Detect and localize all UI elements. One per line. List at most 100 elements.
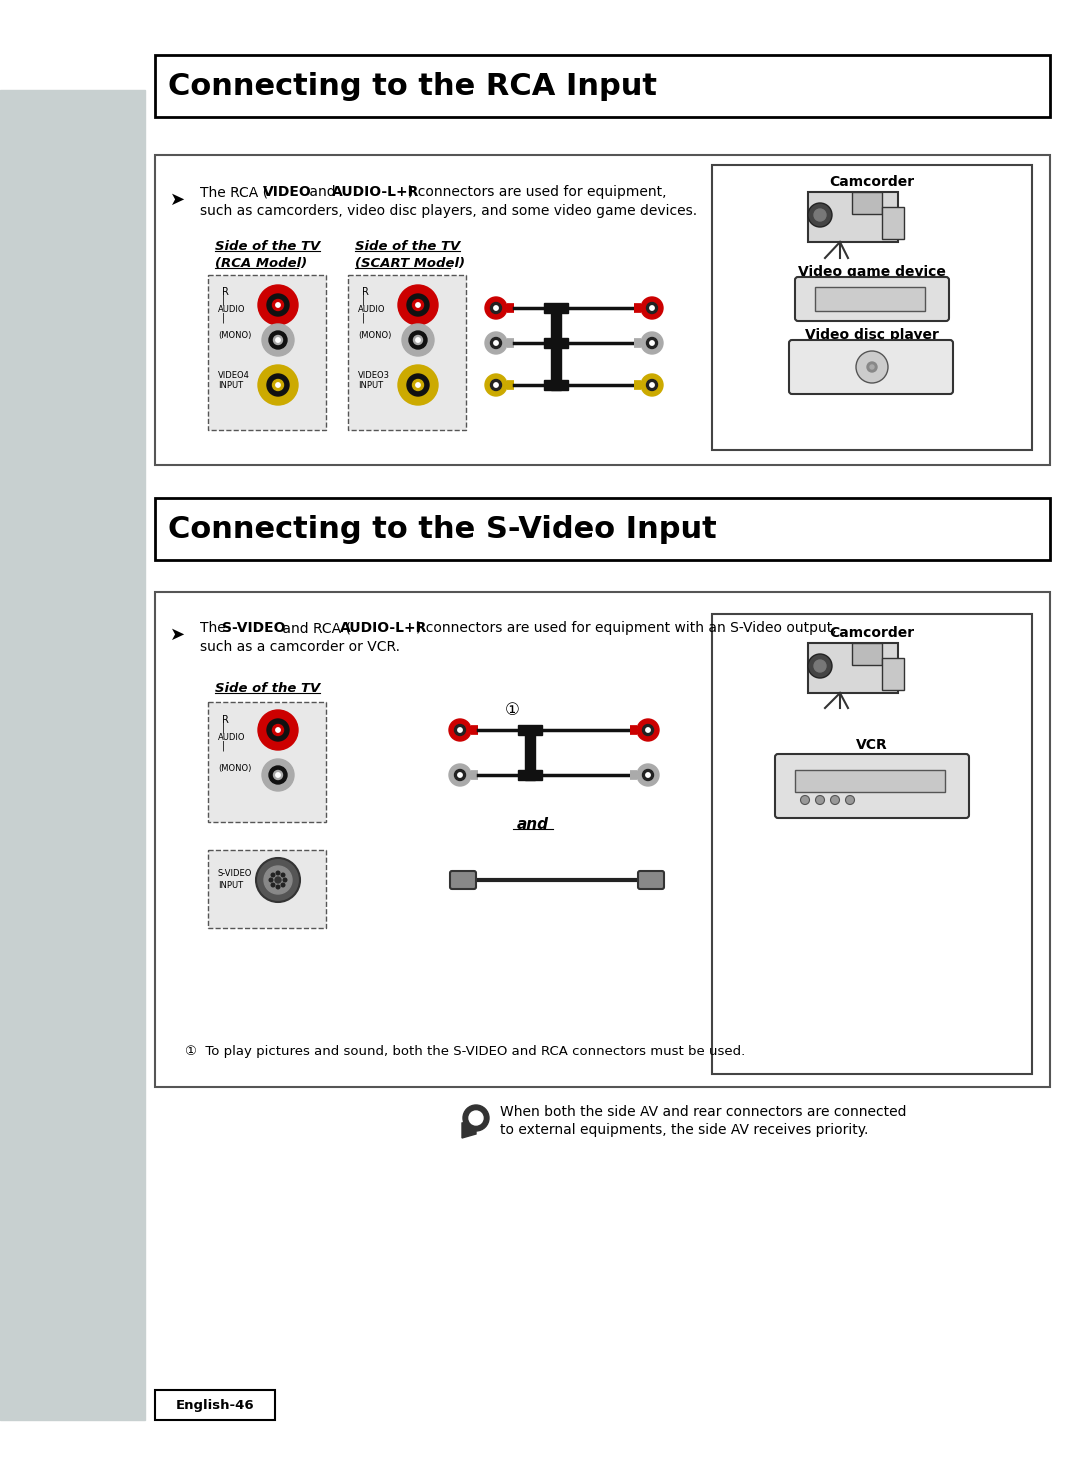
Circle shape [808, 203, 832, 228]
Circle shape [409, 331, 427, 350]
Text: |: | [222, 723, 226, 733]
Circle shape [269, 878, 273, 881]
Circle shape [267, 718, 289, 740]
Polygon shape [462, 1119, 476, 1138]
Circle shape [413, 300, 423, 310]
Text: R: R [362, 286, 369, 297]
Circle shape [416, 338, 420, 342]
Circle shape [485, 375, 507, 397]
Circle shape [808, 654, 832, 679]
Text: ➤: ➤ [170, 191, 185, 209]
Polygon shape [544, 380, 568, 389]
Circle shape [831, 796, 839, 805]
Polygon shape [518, 770, 542, 780]
Circle shape [815, 796, 824, 805]
Circle shape [637, 718, 659, 740]
Circle shape [283, 878, 287, 881]
FancyBboxPatch shape [208, 702, 326, 823]
Circle shape [275, 338, 280, 342]
Text: Camcorder: Camcorder [829, 175, 915, 190]
Circle shape [414, 335, 422, 345]
Text: English-46: English-46 [176, 1398, 254, 1412]
Circle shape [800, 796, 810, 805]
Circle shape [856, 351, 888, 383]
Circle shape [399, 285, 438, 325]
Text: VIDEO: VIDEO [264, 185, 312, 198]
Circle shape [273, 771, 283, 780]
Text: The: The [200, 621, 230, 635]
FancyBboxPatch shape [789, 339, 953, 394]
Circle shape [494, 341, 498, 345]
Text: |: | [362, 295, 365, 306]
Text: (MONO): (MONO) [218, 331, 252, 339]
Circle shape [275, 727, 280, 732]
Circle shape [455, 724, 465, 736]
Text: and: and [305, 185, 340, 198]
Circle shape [642, 332, 663, 354]
Text: (RCA Model): (RCA Model) [215, 257, 307, 269]
Circle shape [258, 364, 298, 405]
Circle shape [272, 300, 283, 310]
Text: R: R [222, 715, 229, 726]
Text: VIDEO4: VIDEO4 [218, 370, 249, 379]
Circle shape [650, 306, 654, 310]
Circle shape [867, 361, 877, 372]
Text: INPUT: INPUT [357, 380, 383, 389]
Circle shape [407, 294, 429, 316]
Circle shape [646, 727, 650, 732]
Polygon shape [551, 308, 561, 389]
Circle shape [449, 764, 471, 786]
Circle shape [469, 1111, 483, 1125]
Text: (MONO): (MONO) [218, 764, 252, 773]
Text: Side of the TV: Side of the TV [355, 239, 460, 253]
Text: |: | [222, 313, 226, 323]
Text: Video disc player: Video disc player [805, 328, 939, 342]
Circle shape [647, 303, 658, 313]
Circle shape [267, 375, 289, 397]
Circle shape [272, 379, 283, 391]
Circle shape [272, 724, 283, 736]
FancyBboxPatch shape [638, 871, 664, 889]
FancyBboxPatch shape [882, 207, 904, 239]
Circle shape [458, 773, 462, 777]
Circle shape [455, 770, 465, 780]
Circle shape [281, 873, 285, 877]
FancyBboxPatch shape [775, 754, 969, 818]
Circle shape [814, 209, 826, 220]
Circle shape [490, 338, 501, 348]
Text: INPUT: INPUT [218, 880, 243, 890]
Circle shape [846, 796, 854, 805]
FancyBboxPatch shape [156, 54, 1050, 118]
Circle shape [416, 303, 420, 307]
Text: AUDIO: AUDIO [218, 304, 245, 313]
Text: ➤: ➤ [170, 626, 185, 643]
Circle shape [275, 773, 280, 777]
FancyBboxPatch shape [712, 614, 1032, 1074]
Text: VCR: VCR [856, 737, 888, 752]
Circle shape [413, 379, 423, 391]
FancyBboxPatch shape [852, 643, 882, 665]
Circle shape [262, 325, 294, 355]
Text: Side of the TV: Side of the TV [215, 682, 321, 695]
FancyBboxPatch shape [712, 165, 1032, 450]
Circle shape [650, 341, 654, 345]
Text: INPUT: INPUT [218, 380, 243, 389]
Polygon shape [544, 303, 568, 313]
FancyBboxPatch shape [795, 278, 949, 322]
Circle shape [485, 297, 507, 319]
Text: such as a camcorder or VCR.: such as a camcorder or VCR. [200, 640, 400, 654]
Circle shape [643, 724, 653, 736]
Circle shape [449, 718, 471, 740]
FancyBboxPatch shape [156, 156, 1050, 466]
Text: Side of the TV: Side of the TV [215, 239, 321, 253]
Circle shape [814, 660, 826, 671]
Circle shape [647, 379, 658, 391]
Text: and: and [517, 817, 549, 831]
FancyBboxPatch shape [815, 286, 924, 311]
Text: |: | [222, 295, 226, 306]
Circle shape [271, 883, 274, 887]
Circle shape [264, 867, 292, 895]
Text: AUDIO: AUDIO [218, 733, 245, 742]
FancyBboxPatch shape [208, 275, 326, 430]
Circle shape [258, 285, 298, 325]
